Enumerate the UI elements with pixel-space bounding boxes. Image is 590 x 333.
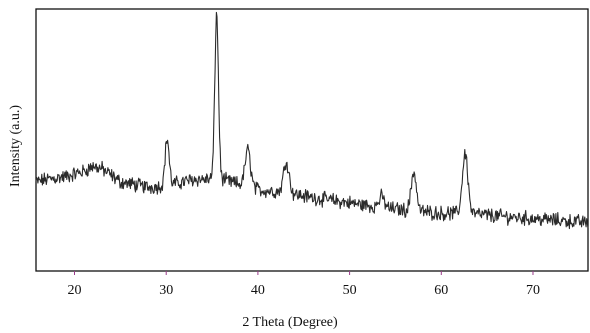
xrd-pattern-line [35,11,589,230]
x-axis-ticks: 20 30 40 50 60 70 [68,271,540,298]
x-tick-label-30: 30 [159,283,173,298]
x-tick-label-60: 60 [434,283,448,298]
x-tick-label-70: 70 [526,283,540,298]
x-axis-title: 2 Theta (Degree) [242,315,338,330]
x-tick-label-40: 40 [251,283,265,298]
y-axis-title: Intensity (a.u.) [8,105,23,187]
x-tick-label-50: 50 [343,283,357,298]
x-tick-label-20: 20 [68,283,82,298]
plot-frame [35,8,589,272]
